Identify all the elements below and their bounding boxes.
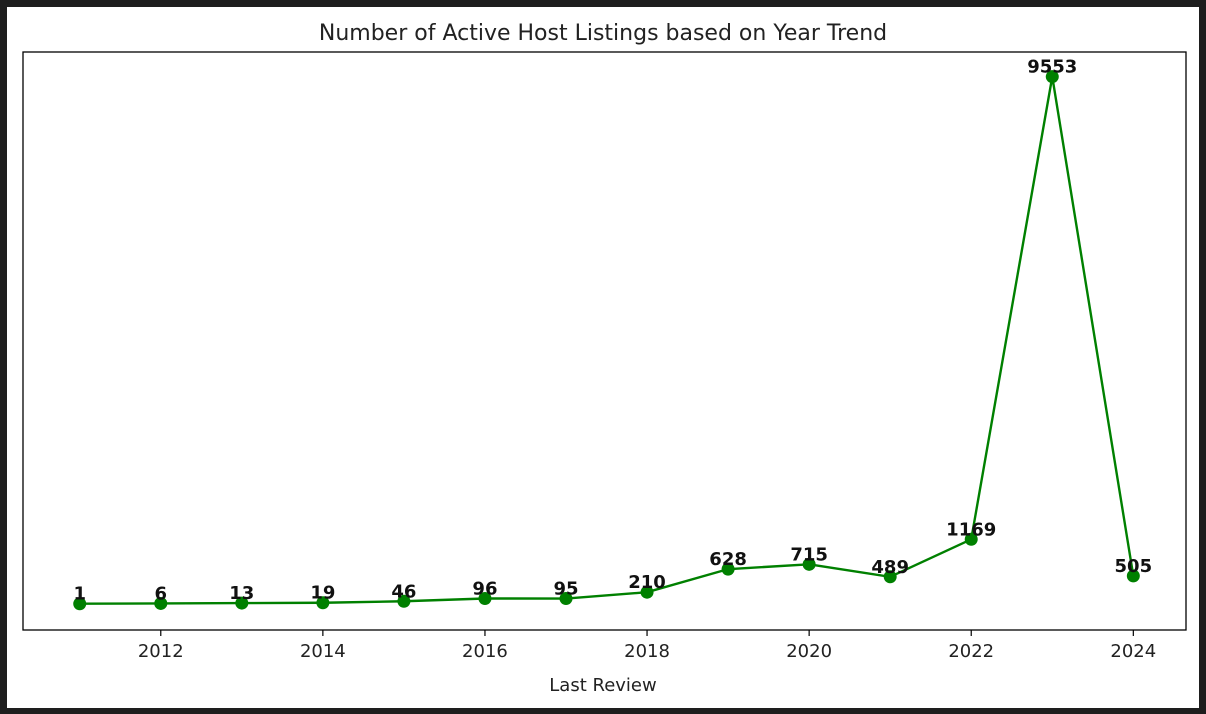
data-label: 489 bbox=[871, 557, 909, 578]
data-point bbox=[1126, 569, 1140, 583]
data-label: 210 bbox=[628, 572, 666, 593]
figure-canvas: Number of Active Host Listings based on … bbox=[7, 7, 1199, 708]
data-point bbox=[478, 591, 492, 605]
x-axis-ticks: 2012 2014 2016 2018 2020 2022 2024 bbox=[138, 630, 1156, 662]
x-tick-label: 2022 bbox=[948, 641, 994, 662]
data-point bbox=[883, 570, 897, 584]
series-layer bbox=[73, 70, 1140, 611]
x-tick-label: 2018 bbox=[624, 641, 670, 662]
x-tick-label: 2014 bbox=[300, 641, 346, 662]
chart-title: Number of Active Host Listings based on … bbox=[319, 21, 887, 46]
data-point bbox=[235, 596, 249, 610]
data-label: 715 bbox=[790, 544, 828, 565]
data-label: 1169 bbox=[946, 519, 996, 540]
series-line bbox=[79, 75, 1135, 605]
data-labels: 1 6 13 19 46 96 95 210 628 715 489 1169 9553 505 bbox=[73, 57, 1152, 605]
data-point bbox=[1045, 70, 1059, 84]
data-label: 95 bbox=[553, 579, 578, 600]
data-label: 1 bbox=[73, 584, 86, 605]
x-tick-label: 2016 bbox=[462, 641, 508, 662]
data-label: 628 bbox=[709, 549, 747, 570]
data-label: 13 bbox=[229, 583, 254, 604]
data-label: 6 bbox=[155, 583, 168, 604]
x-axis-label: Last Review bbox=[549, 675, 656, 696]
data-point bbox=[559, 592, 573, 606]
data-label: 505 bbox=[1115, 556, 1153, 577]
data-point bbox=[397, 594, 411, 608]
x-tick-label: 2024 bbox=[1110, 641, 1156, 662]
data-point bbox=[964, 532, 978, 546]
data-label: 46 bbox=[391, 581, 416, 602]
data-label: 9553 bbox=[1027, 57, 1077, 78]
data-label: 96 bbox=[472, 578, 497, 599]
data-point bbox=[721, 562, 735, 576]
data-point bbox=[154, 596, 168, 610]
figure-background bbox=[7, 7, 1199, 708]
data-point bbox=[640, 585, 654, 599]
line-chart: Number of Active Host Listings based on … bbox=[7, 7, 1199, 708]
data-label: 19 bbox=[310, 583, 335, 604]
data-point bbox=[316, 596, 330, 610]
data-point bbox=[802, 557, 816, 571]
plot-area-frame bbox=[22, 51, 1187, 631]
data-point bbox=[73, 597, 87, 611]
x-tick-label: 2020 bbox=[786, 641, 832, 662]
x-tick-label: 2012 bbox=[138, 641, 184, 662]
